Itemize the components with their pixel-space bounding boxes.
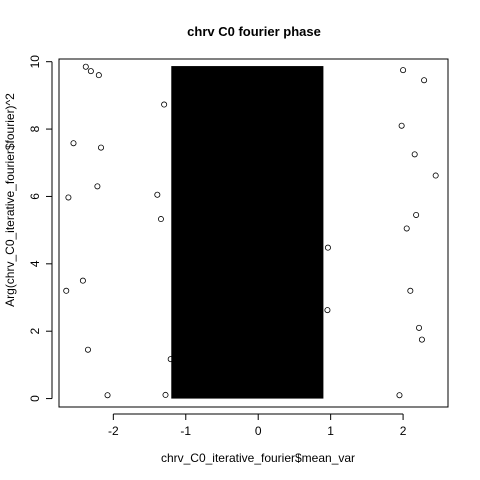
y-axis: 0 2 4 6 8 10	[28, 55, 53, 402]
data-point	[161, 101, 168, 108]
data-point	[418, 336, 425, 343]
data-point	[63, 287, 70, 294]
data-point	[403, 225, 410, 232]
data-point	[87, 68, 94, 75]
data-point	[413, 211, 420, 218]
data-point	[98, 144, 105, 151]
x-axis: -2 -1 0 1 2	[108, 413, 407, 438]
x-tick-label: 2	[400, 424, 407, 438]
data-point	[421, 77, 428, 84]
y-tick-label: 2	[28, 328, 42, 335]
data-point	[79, 277, 86, 284]
y-axis-label: Arg(chrv_C0_iterative_fourier$fourier)^2	[3, 93, 17, 307]
y-tick-label: 4	[28, 260, 42, 267]
data-point	[432, 172, 439, 179]
data-point	[416, 324, 423, 331]
data-point	[400, 67, 407, 74]
data-point	[167, 356, 174, 363]
y-tick-label: 10	[28, 55, 42, 69]
data-point	[324, 307, 331, 314]
data-point	[157, 216, 164, 223]
data-point	[407, 287, 414, 294]
x-tick-label: -1	[180, 424, 191, 438]
x-tick-label: -2	[108, 424, 119, 438]
data-point	[70, 140, 77, 147]
data-point	[396, 392, 403, 399]
y-tick-label: 0	[28, 395, 42, 402]
data-point	[94, 183, 101, 190]
data-point	[104, 392, 111, 399]
x-tick-label: 0	[255, 424, 262, 438]
data-point	[65, 194, 72, 201]
data-point	[154, 191, 161, 198]
data-point	[324, 244, 331, 251]
x-axis-label: chrv_C0_iterative_fourier$mean_var	[161, 451, 355, 465]
data-point	[411, 151, 418, 158]
plot-frame	[58, 58, 449, 408]
x-tick-label: 1	[327, 424, 334, 438]
y-tick-label: 8	[28, 125, 42, 132]
data-point	[84, 346, 91, 353]
data-point	[398, 122, 405, 129]
data-points	[63, 63, 439, 399]
y-tick-label: 6	[28, 193, 42, 200]
chart-title: chrv C0 fourier phase	[187, 24, 321, 39]
data-point	[95, 72, 102, 79]
data-point	[162, 391, 169, 398]
data-point	[82, 63, 89, 70]
dense-core-band	[171, 66, 324, 399]
